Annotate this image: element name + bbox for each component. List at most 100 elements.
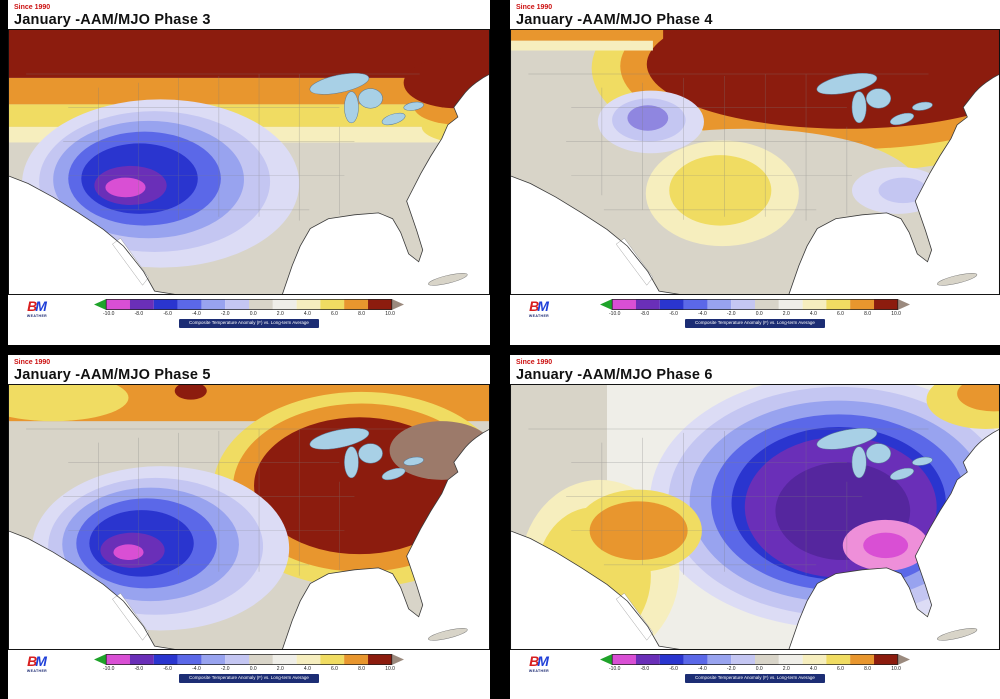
panel-header: Since 1990 January -AAM/MJO Phase 4 <box>510 0 1000 29</box>
colorbar-scale <box>600 299 910 310</box>
colorbar-frame <box>611 654 899 665</box>
tick: 8.0 <box>358 666 366 672</box>
tick: 6.0 <box>331 311 338 317</box>
panel-footer: BM WEATHER <box>8 296 490 340</box>
colorbar-segment <box>296 299 321 310</box>
logo-subtext: WEATHER <box>26 314 48 318</box>
colorbar-segment <box>778 654 803 665</box>
colorbar-segment <box>129 654 154 665</box>
tick: 10.0 <box>385 666 395 672</box>
coastline <box>8 29 490 295</box>
logo-letter-red: B <box>529 298 540 314</box>
panel-title: January -AAM/MJO Phase 3 <box>14 12 211 28</box>
bam-weather-logo: BM WEATHER <box>16 654 58 673</box>
colorbar-scale <box>94 299 404 310</box>
colorbar-segment <box>129 299 154 310</box>
logo-letters: BM <box>529 654 549 668</box>
lake-erie <box>889 467 915 481</box>
logo-subtext: WEATHER <box>26 669 48 673</box>
northwest-orange-band <box>510 29 653 41</box>
colorbar-segment <box>344 299 369 310</box>
tick: -6.0 <box>163 311 172 317</box>
colorbar-segment <box>153 654 178 665</box>
colorbar-caption: Composite Temperature Anomaly (F) vs. Lo… <box>685 673 825 683</box>
cuba-island <box>937 628 978 641</box>
lake-huron <box>358 443 383 464</box>
map-phase-3 <box>8 29 490 295</box>
colorbar-scale <box>94 654 404 665</box>
panel-phase-4: Since 1990 January -AAM/MJO Phase 4 <box>510 0 1000 345</box>
map-phase-5 <box>8 384 490 650</box>
colorbar-segment <box>755 299 779 310</box>
colorbar-arrow-right <box>897 654 910 665</box>
warm-band-dark-red <box>8 29 490 78</box>
colorbar: -10.0 -8.0 -6.0 -4.0 -2.0 0.0 2.0 4.0 6.… <box>89 296 409 328</box>
bam-weather-logo: BM WEATHER <box>518 299 560 318</box>
lake-michigan <box>851 91 867 124</box>
colorbar-frame <box>611 299 899 310</box>
map-frame <box>510 384 1000 650</box>
texas-yellow <box>669 155 772 226</box>
colorbar-arrow-left <box>94 654 107 665</box>
map-frame <box>8 29 490 295</box>
logo-letters: BM <box>27 299 47 313</box>
colorbar-segment <box>249 654 273 665</box>
logo-letter-red: B <box>27 298 38 314</box>
coastline <box>510 384 1000 650</box>
lake-superior <box>309 72 370 95</box>
colorbar: -10.0 -8.0 -6.0 -4.0 -2.0 0.0 2.0 4.0 6.… <box>89 651 409 683</box>
panel-footer: BM WEATHER <box>8 651 490 695</box>
tick: 8.0 <box>358 311 366 317</box>
colorbar-frame <box>105 654 393 665</box>
panel-phase-3: Since 1990 January -AAM/MJO Phase 3 <box>8 0 490 345</box>
colorbar-segment <box>755 654 779 665</box>
tick: 6.0 <box>837 311 844 317</box>
bam-weather-logo: BM WEATHER <box>16 299 58 318</box>
tick: 0.0 <box>755 311 763 317</box>
cuba-island <box>428 628 468 641</box>
tick: 10.0 <box>385 311 395 317</box>
colorbar-segment <box>683 654 708 665</box>
tick: 4.0 <box>303 311 311 317</box>
panel-title: January -AAM/MJO Phase 4 <box>516 12 713 28</box>
cuba-island <box>937 273 978 286</box>
tick: -8.0 <box>134 311 144 317</box>
colorbar-segment <box>707 654 732 665</box>
colorbar-segment <box>659 299 684 310</box>
panel-title: January -AAM/MJO Phase 5 <box>14 367 211 383</box>
colorbar-segment <box>177 654 202 665</box>
lake-superior <box>816 427 878 450</box>
colorbar-segment <box>826 299 851 310</box>
panel-phase-6: Since 1990 January -AAM/MJO Phase 6 <box>510 355 1000 699</box>
colorbar-segment <box>296 654 321 665</box>
panel-phase-5: Since 1990 January -AAM/MJO Phase 5 <box>8 355 490 699</box>
colorbar-arrow-left <box>94 299 107 310</box>
tick: -8.0 <box>134 666 144 672</box>
colorbar-arrow-left <box>600 654 613 665</box>
southeast-lavender <box>878 177 928 204</box>
panel-header: Since 1990 January -AAM/MJO Phase 3 <box>8 0 490 29</box>
colorbar-segment <box>802 654 827 665</box>
state-borders <box>26 428 420 576</box>
gulf-of-california <box>112 238 149 286</box>
colorbar-segment <box>850 299 875 310</box>
logo-subtext: WEATHER <box>528 314 550 318</box>
colorbar: -10.0 -8.0 -6.0 -4.0 -2.0 0.0 2.0 4.0 6.… <box>595 296 915 328</box>
tick: -2.0 <box>726 311 736 317</box>
map-phase-6 <box>510 384 1000 650</box>
coastline <box>8 384 490 650</box>
colorbar-segment <box>272 299 297 310</box>
map-frame <box>8 384 490 650</box>
colorbar-ticks: -10.0 -8.0 -6.0 -4.0 -2.0 0.0 2.0 4.0 6.… <box>103 666 395 672</box>
tick: 10.0 <box>891 311 901 317</box>
colorbar-segment <box>368 299 392 310</box>
colorbar-segment <box>612 654 637 665</box>
colorbar-segment <box>874 299 898 310</box>
tick: -4.0 <box>698 666 707 672</box>
since-label: Since 1990 <box>516 4 553 11</box>
logo-letters: BM <box>27 654 47 668</box>
state-borders <box>528 73 929 221</box>
southeast-magenta-core <box>863 532 909 559</box>
colorbar-segment <box>826 654 851 665</box>
great-lakes <box>309 72 424 126</box>
